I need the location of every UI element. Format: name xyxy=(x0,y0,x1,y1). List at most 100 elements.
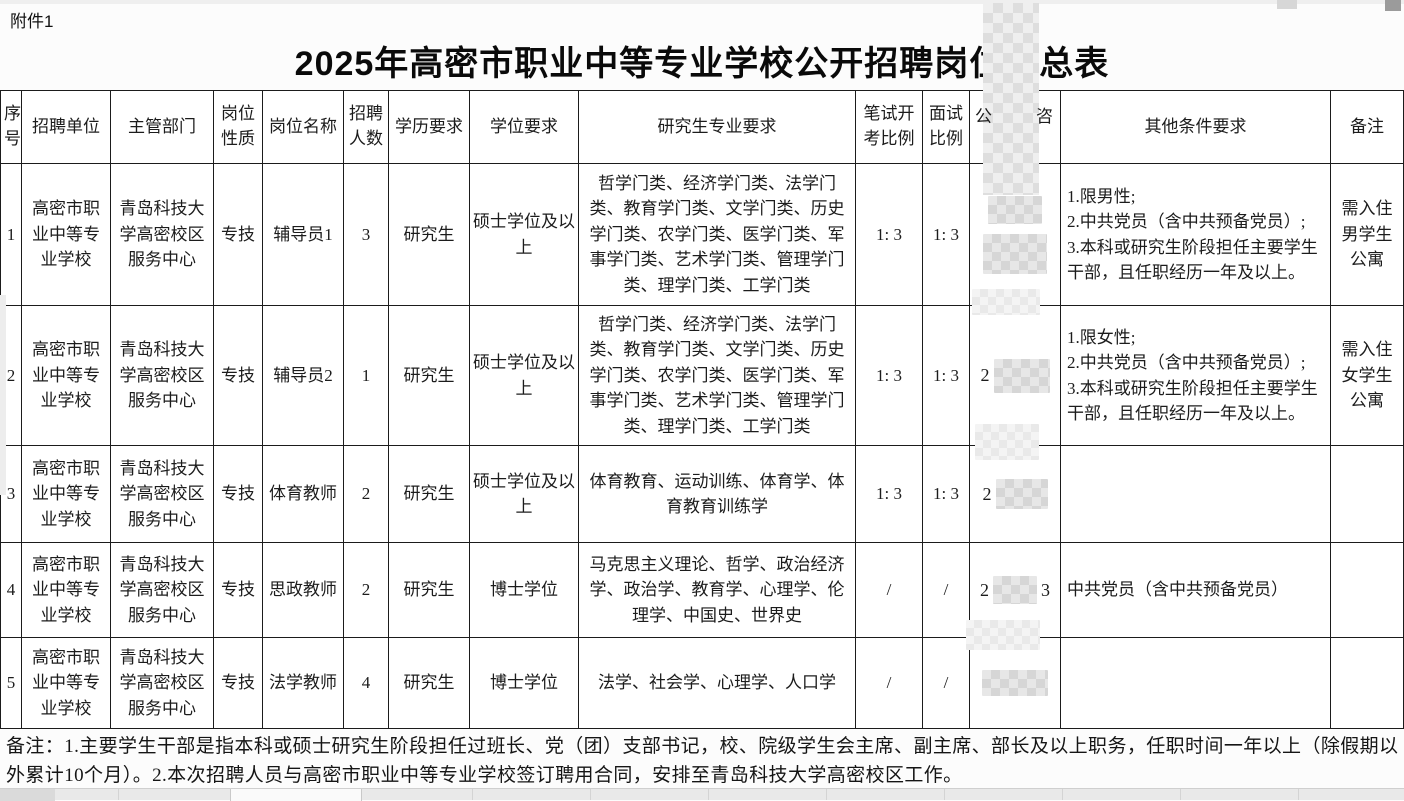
cell-seq: 1 xyxy=(0,163,22,306)
scan-artifact xyxy=(1385,0,1401,11)
redaction-blur xyxy=(983,233,1047,274)
phone-visible-digit: 2 xyxy=(982,483,992,504)
cell-written-ratio: 1: 3 xyxy=(855,163,923,306)
phone-visible-digit: 3 xyxy=(1041,579,1050,600)
table-row: 1 高密市职业中等专业学校 青岛科技大学高密校区服务中心 专技 辅导员1 3 研… xyxy=(0,163,1404,306)
cell-interview-ratio: 1: 3 xyxy=(922,163,970,306)
col-header-count: 招聘人数 xyxy=(343,90,389,164)
redaction-blur xyxy=(995,479,1048,509)
page-top-edge xyxy=(0,0,1404,4)
cell-remark xyxy=(1330,445,1404,543)
scan-artifact xyxy=(0,295,6,495)
col-header-other: 其他条件要求 xyxy=(1060,90,1331,164)
col-header-majors: 研究生专业要求 xyxy=(578,90,856,164)
redaction-blur xyxy=(983,3,1039,195)
cell-nature: 专技 xyxy=(213,305,263,446)
cell-remark: 需入住男学生公寓 xyxy=(1330,163,1404,306)
cell-dept: 青岛科技大学高密校区服务中心 xyxy=(110,163,214,306)
cell-written-ratio: 1: 3 xyxy=(855,445,923,543)
cell-unit: 高密市职业中等专业学校 xyxy=(21,305,111,446)
cell-dept: 青岛科技大学高密校区服务中心 xyxy=(110,637,214,729)
col-header-seq: 序号 xyxy=(0,90,22,164)
cell-count: 1 xyxy=(343,305,389,446)
cell-dept: 青岛科技大学高密校区服务中心 xyxy=(110,445,214,543)
cell-other-conditions xyxy=(1060,637,1331,729)
table-row: 5 高密市职业中等专业学校 青岛科技大学高密校区服务中心 专技 法学教师 4 研… xyxy=(0,637,1404,729)
cell-nature: 专技 xyxy=(213,542,263,638)
cell-interview-ratio: 1: 3 xyxy=(922,445,970,543)
cell-remark: 需入住女学生公寓 xyxy=(1330,305,1404,446)
cell-degree: 博士学位 xyxy=(469,542,579,638)
col-header-written-ratio: 笔试开考比例 xyxy=(855,90,923,164)
cell-edu: 研究生 xyxy=(388,305,470,446)
redaction-blur xyxy=(972,289,1040,315)
cell-remark xyxy=(1330,542,1404,638)
redaction-blur xyxy=(975,424,1039,460)
spreadsheet-cell xyxy=(0,789,55,801)
cell-post: 辅导员1 xyxy=(262,163,344,306)
cell-phone-redacted xyxy=(969,637,1061,729)
phone-visible-digit: 2 xyxy=(980,579,989,600)
cell-unit: 高密市职业中等专业学校 xyxy=(21,445,111,543)
cell-count: 2 xyxy=(343,445,389,543)
cell-interview-ratio: / xyxy=(922,542,970,638)
cell-post: 法学教师 xyxy=(262,637,344,729)
cell-seq: 4 xyxy=(0,542,22,638)
cell-post: 体育教师 xyxy=(262,445,344,543)
cell-other-conditions: 1.限女性; 2.中共党员（含中共预备党员）; 3.本科或研究生阶段担任主要学生… xyxy=(1060,305,1331,446)
redaction-blur xyxy=(982,670,1048,696)
cell-other-conditions xyxy=(1060,445,1331,543)
cell-majors: 体育教育、运动训练、体育学、体育教育训练学 xyxy=(578,445,856,543)
cell-phone-redacted: 2 xyxy=(969,445,1061,543)
cell-interview-ratio: / xyxy=(922,637,970,729)
cell-nature: 专技 xyxy=(213,445,263,543)
cell-count: 3 xyxy=(343,163,389,306)
table-row: 2 高密市职业中等专业学校 青岛科技大学高密校区服务中心 专技 辅导员2 1 研… xyxy=(0,305,1404,446)
col-header-edu: 学历要求 xyxy=(388,90,470,164)
attachment-label: 附件1 xyxy=(10,12,54,31)
cell-nature: 专技 xyxy=(213,163,263,306)
phone-visible-digit: 2 xyxy=(980,365,990,385)
cell-edu: 研究生 xyxy=(388,542,470,638)
cell-unit: 高密市职业中等专业学校 xyxy=(21,542,111,638)
cell-written-ratio: 1: 3 xyxy=(855,305,923,446)
redaction-blur xyxy=(966,620,1040,650)
phone-header-fragment-left: 公 xyxy=(975,107,992,126)
cell-written-ratio: / xyxy=(855,637,923,729)
cell-majors: 马克思主义理论、哲学、政治经济学、政治学、教育学、心理学、伦理学、中国史、世界史 xyxy=(578,542,856,638)
cell-edu: 研究生 xyxy=(388,445,470,543)
cell-degree: 硕士学位及以上 xyxy=(469,305,579,446)
cell-edu: 研究生 xyxy=(388,637,470,729)
cell-post: 思政教师 xyxy=(262,542,344,638)
col-header-dept: 主管部门 xyxy=(110,90,214,164)
col-header-interview-ratio: 面试比例 xyxy=(922,90,970,164)
spreadsheet-cell-strip xyxy=(0,788,1404,801)
col-header-post: 岗位名称 xyxy=(262,90,344,164)
footer-notes: 备注：1.主要学生干部是指本科或硕士研究生阶段担任过班长、党（团）支部书记，校、… xyxy=(6,736,1399,787)
table-row: 3 高密市职业中等专业学校 青岛科技大学高密校区服务中心 专技 体育教师 2 研… xyxy=(0,445,1404,543)
redaction-blur xyxy=(988,195,1042,224)
cell-unit: 高密市职业中等专业学校 xyxy=(21,637,111,729)
col-header-remark: 备注 xyxy=(1330,90,1404,164)
page-title: 2025年高密市职业中等专业学校公开招聘岗位汇总表 xyxy=(294,45,1110,83)
cell-degree: 硕士学位及以上 xyxy=(469,163,579,306)
col-header-nature: 岗位性质 xyxy=(213,90,263,164)
cell-majors: 法学、社会学、心理学、人口学 xyxy=(578,637,856,729)
col-header-unit: 招聘单位 xyxy=(21,90,111,164)
cell-other-conditions: 1.限男性; 2.中共党员（含中共预备党员）; 3.本科或研究生阶段担任主要学生… xyxy=(1060,163,1331,306)
phone-header-fragment-right: 咨 xyxy=(1036,107,1053,126)
cell-other-conditions: 中共党员（含中共预备党员） xyxy=(1060,542,1331,638)
redaction-blur xyxy=(993,576,1037,604)
cell-seq: 5 xyxy=(0,637,22,729)
scan-artifact xyxy=(1277,0,1297,9)
cell-edu: 研究生 xyxy=(388,163,470,306)
cell-dept: 青岛科技大学高密校区服务中心 xyxy=(110,542,214,638)
cell-count: 2 xyxy=(343,542,389,638)
cell-post: 辅导员2 xyxy=(262,305,344,446)
redaction-blur xyxy=(993,358,1050,393)
cell-unit: 高密市职业中等专业学校 xyxy=(21,163,111,306)
col-header-phone-redacted: 公 咨 xyxy=(969,3,1061,195)
header-row: 序号 招聘单位 主管部门 岗位性质 岗位名称 招聘人数 学历要求 学位要求 研究… xyxy=(0,3,1404,195)
cell-nature: 专技 xyxy=(213,637,263,729)
col-header-degree: 学位要求 xyxy=(469,90,579,164)
